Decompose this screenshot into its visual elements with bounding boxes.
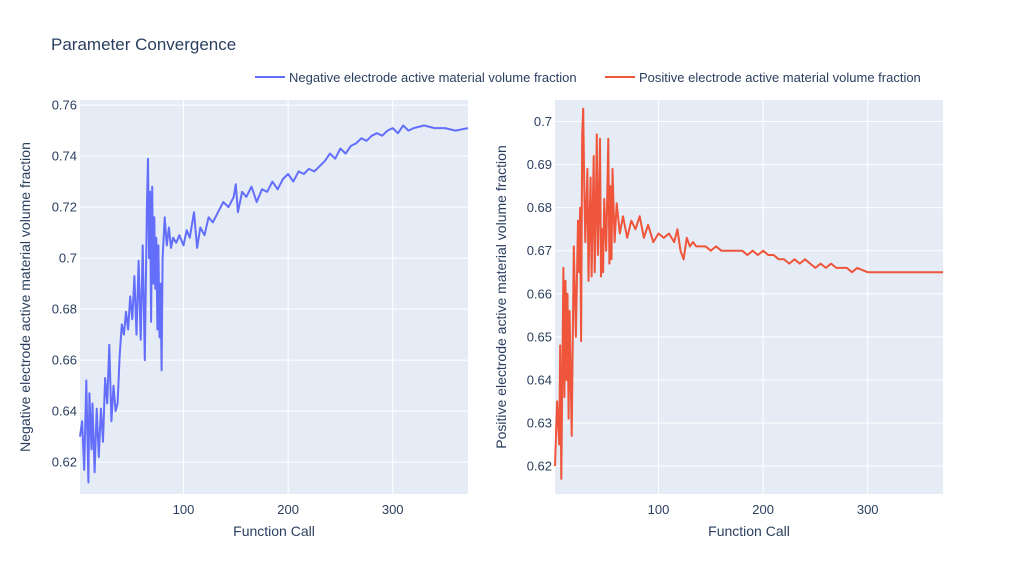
series-line[interactable] [554,107,943,480]
x-tick-label: 200 [752,502,774,517]
y-tick-label: 0.7 [59,251,77,266]
y-tick-label: 0.74 [52,149,77,164]
plot-background [555,100,943,494]
legend: Negative electrode active material volum… [255,70,921,85]
y-tick-label: 0.62 [52,455,77,470]
legend-item-negative[interactable]: Negative electrode active material volum… [255,70,577,85]
y-axis-label: Negative electrode active material volum… [17,142,33,452]
x-tick-label: 300 [382,502,404,517]
x-tick-label: 300 [857,502,879,517]
y-tick-label: 0.63 [527,415,552,430]
y-tick-label: 0.64 [52,404,77,419]
y-tick-label: 0.66 [52,353,77,368]
y-tick-label: 0.7 [534,114,552,129]
legend-label-positive: Positive electrode active material volum… [639,70,921,85]
y-tick-label: 0.69 [527,157,552,172]
legend-item-positive[interactable]: Positive electrode active material volum… [605,70,921,85]
x-tick-label: 100 [648,502,670,517]
y-tick-label: 0.64 [527,372,552,387]
x-tick-label: 100 [173,502,195,517]
x-axis-label: Function Call [708,523,790,539]
x-axis-label: Function Call [233,523,315,539]
y-tick-label: 0.62 [527,459,552,474]
subplot-positive-electrode[interactable]: 100 200 300 0.62 0.63 0.64 0.65 0.66 0.67 0.68 0.6… [493,100,943,539]
y-tick-label: 0.68 [52,302,77,317]
y-tick-label: 0.67 [527,243,552,258]
y-tick-label: 0.76 [52,98,77,113]
legend-label-negative: Negative electrode active material volum… [289,70,577,85]
y-tick-label: 0.65 [527,329,552,344]
chart-title: Parameter Convergence [51,35,236,54]
x-tick-label: 200 [277,502,299,517]
series-line[interactable] [79,124,469,484]
y-axis-label: Positive electrode active material volum… [493,145,509,448]
y-tick-label: 0.68 [527,200,552,215]
subplot-negative-electrode[interactable]: 100 200 300 0.62 0.64 0.66 0.68 0.7 0.72 0.74 0.76… [17,98,469,539]
y-tick-label: 0.66 [527,286,552,301]
y-tick-label: 0.72 [52,200,77,215]
